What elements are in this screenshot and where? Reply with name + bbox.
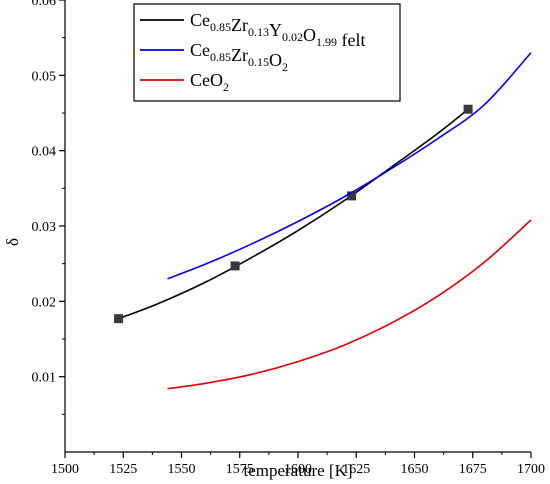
y-axis-title: δ — [3, 238, 22, 246]
series-line-2 — [167, 52, 532, 280]
legend-box — [133, 3, 401, 102]
legend: Ce0.85Zr0.13Y0.02O1.99 feltCe0.85Zr0.15O… — [133, 3, 401, 102]
y-tick-label: 0.01 — [32, 371, 57, 386]
x-tick-label: 1525 — [109, 462, 137, 477]
x-tick-label: 1500 — [51, 462, 79, 477]
data-point-marker — [114, 314, 124, 324]
x-tick-label: 1625 — [342, 462, 370, 477]
series-line-1 — [118, 108, 469, 320]
data-point-marker — [230, 261, 240, 271]
y-tick-label: 0.03 — [32, 220, 57, 235]
legend-label-1: Ce0.85Zr0.13Y0.02O1.99 felt — [190, 10, 366, 50]
y-tick-label: 0.05 — [32, 69, 57, 84]
y-tick-label: 0.06 — [32, 0, 57, 9]
plot-area: 1500 1525 1550 1575 1600 1625 1650 1675 1700 0.01… — [32, 0, 545, 477]
x-tick-label: 1600 — [284, 462, 312, 477]
y-tick-label: 0.04 — [32, 145, 57, 160]
data-point-marker — [463, 104, 473, 114]
series-line-3 — [167, 219, 532, 390]
x-axis-title: temperature [K] — [243, 461, 352, 480]
data-point-marker — [347, 191, 357, 201]
x-tick-label: 1575 — [226, 462, 254, 477]
x-tick-label: 1650 — [401, 462, 429, 477]
x-tick-label: 1700 — [517, 462, 545, 477]
legend-label-3: CeO2 — [190, 70, 229, 94]
x-tick-label: 1550 — [168, 462, 196, 477]
x-tick-label: 1675 — [459, 462, 487, 477]
y-tick-label: 0.02 — [32, 295, 57, 310]
legend-label-2: Ce0.85Zr0.15O2 — [190, 40, 288, 74]
series-layer — [114, 52, 532, 390]
